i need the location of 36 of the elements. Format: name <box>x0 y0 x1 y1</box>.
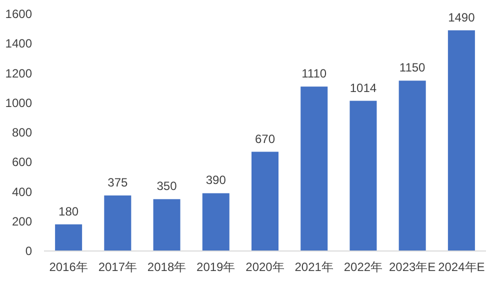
data-label: 1150 <box>399 60 426 75</box>
data-label: 375 <box>108 175 128 190</box>
y-tick-label: 1400 <box>5 36 32 51</box>
data-label: 670 <box>254 132 276 146</box>
bar <box>55 224 82 251</box>
y-tick-label: 600 <box>12 155 32 170</box>
y-tick-label: 1000 <box>5 96 32 110</box>
x-tick-label: 2018年 <box>147 260 186 274</box>
bar <box>202 193 230 251</box>
data-label: 350 <box>156 179 178 194</box>
y-tick-label: 200 <box>12 214 32 228</box>
data-label: 1110 <box>302 66 327 81</box>
y-tick-label: 800 <box>12 126 32 140</box>
y-tick-label: 400 <box>12 184 32 199</box>
x-tick-label: 2019年 <box>196 260 236 274</box>
bar <box>104 195 132 251</box>
data-label: 390 <box>206 173 226 188</box>
bar <box>350 100 377 251</box>
y-tick-label: 1200 <box>5 66 32 80</box>
y-tick-label: 0 <box>25 244 32 258</box>
bar <box>398 80 426 251</box>
x-tick-label: 2017年 <box>98 260 138 274</box>
x-tick-label: 2022年 <box>344 260 383 274</box>
x-tick-label: 2023年E <box>388 260 436 274</box>
x-tick-label: 2024年E <box>438 260 485 274</box>
bar <box>448 30 475 251</box>
y-tick-label: 1600 <box>5 7 32 21</box>
bar <box>251 152 279 251</box>
data-label: 1490 <box>448 10 476 24</box>
x-tick-label: 2021年 <box>294 260 334 274</box>
data-label: 180 <box>58 204 79 218</box>
data-label: 1014 <box>350 80 377 95</box>
bar <box>153 199 180 251</box>
bar <box>300 86 328 251</box>
x-tick-label: 2016年 <box>49 260 88 274</box>
x-tick-label: 2020年 <box>246 260 284 274</box>
